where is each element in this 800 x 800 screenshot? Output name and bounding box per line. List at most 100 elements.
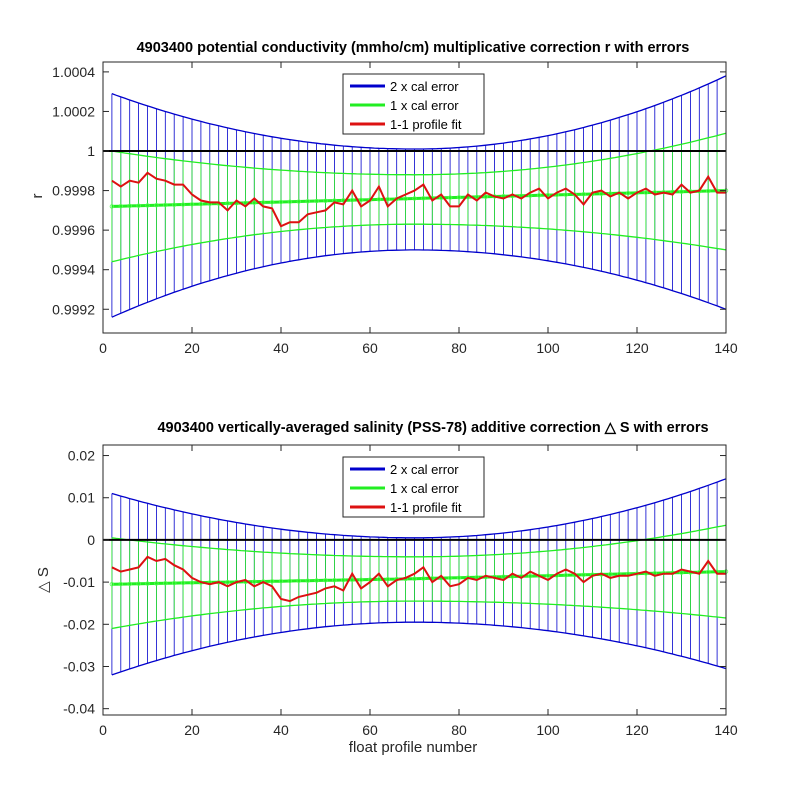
center-marker xyxy=(581,572,586,578)
y-tick-label: 0.9998 xyxy=(52,183,95,199)
center-marker xyxy=(198,201,204,207)
conductivity-correction-chart: 4903400 potential conductivity (mmho/cm)… xyxy=(29,40,738,356)
one-cal-lower-envelope xyxy=(111,223,727,263)
center-marker xyxy=(332,577,337,583)
y-tick-label: 1.0002 xyxy=(52,103,95,119)
y-tick-label: 1.0004 xyxy=(52,64,95,80)
center-marker xyxy=(385,577,390,582)
center-marker xyxy=(403,196,408,201)
x-tick-label: 80 xyxy=(451,722,467,738)
two-cal-lower-envelope xyxy=(111,621,727,676)
center-marker xyxy=(296,578,301,584)
center-marker xyxy=(358,197,364,203)
center-marker xyxy=(287,199,293,204)
center-marker xyxy=(243,200,248,206)
center-marker xyxy=(421,576,426,581)
center-marker xyxy=(171,202,177,207)
center-marker xyxy=(341,577,346,583)
center-marker xyxy=(323,198,328,204)
center-marker xyxy=(323,578,328,583)
one-cal-center-line xyxy=(111,189,727,208)
center-marker xyxy=(679,570,684,575)
legend-entry: 1 x cal error xyxy=(390,98,459,113)
salinity-correction-chart: 4903400 vertically-averaged salinity (PS… xyxy=(35,420,738,756)
chart-title: 4903400 potential conductivity (mmho/cm)… xyxy=(137,40,690,56)
y-tick-label: 0.9996 xyxy=(52,222,95,238)
center-marker xyxy=(109,204,115,209)
center-marker xyxy=(145,581,150,586)
center-marker xyxy=(599,191,604,196)
center-marker xyxy=(189,580,195,585)
y-tick-label: -0.03 xyxy=(63,658,95,674)
y-axis-label: r xyxy=(29,194,46,199)
center-marker xyxy=(706,188,711,194)
y-axis-label: △ S xyxy=(35,567,52,593)
legend-entry: 2 x cal error xyxy=(390,79,459,94)
center-marker xyxy=(163,202,168,208)
center-marker xyxy=(483,194,488,199)
center-marker xyxy=(643,190,649,195)
x-tick-label: 100 xyxy=(536,340,560,356)
profile-fit-line xyxy=(111,171,726,228)
center-marker xyxy=(447,575,453,581)
center-marker xyxy=(180,580,186,586)
center-marker xyxy=(314,578,319,583)
center-marker xyxy=(350,197,355,203)
center-marker xyxy=(456,575,462,580)
center-marker xyxy=(118,581,123,587)
two-cal-upper-envelope xyxy=(111,478,727,539)
center-marker xyxy=(154,581,159,586)
center-marker xyxy=(269,200,275,205)
center-marker xyxy=(171,580,177,586)
center-marker xyxy=(706,569,711,575)
axes-box xyxy=(102,61,727,334)
x-tick-label: 40 xyxy=(273,340,289,356)
center-marker xyxy=(358,577,364,582)
one-cal-upper-envelope xyxy=(111,132,727,176)
x-tick-label: 40 xyxy=(273,722,289,738)
x-tick-label: 20 xyxy=(184,340,200,356)
x-tick-label: 80 xyxy=(451,340,467,356)
center-marker xyxy=(109,582,115,587)
center-marker xyxy=(447,195,453,200)
y-tick-label: 0 xyxy=(87,532,95,548)
x-tick-label: 60 xyxy=(362,722,378,738)
center-marker xyxy=(536,193,542,198)
y-tick-label: -0.04 xyxy=(63,701,95,717)
center-marker xyxy=(501,574,506,579)
one-cal-lower-envelope xyxy=(111,600,727,630)
center-marker xyxy=(136,581,141,586)
center-marker xyxy=(154,203,159,208)
x-tick-label: 100 xyxy=(536,722,560,738)
center-marker xyxy=(127,581,132,587)
legend-entry: 2 x cal error xyxy=(390,462,459,477)
center-marker xyxy=(127,203,132,209)
center-marker xyxy=(474,194,479,200)
x-tick-label: 0 xyxy=(99,722,107,738)
center-marker xyxy=(145,203,150,208)
center-marker xyxy=(563,192,568,197)
x-tick-label: 120 xyxy=(625,340,649,356)
chart-title: 4903400 vertically-averaged salinity (PS… xyxy=(157,420,708,436)
center-marker xyxy=(305,199,310,204)
y-tick-label: 0.9992 xyxy=(52,301,95,317)
legend-entry: 1-1 profile fit xyxy=(390,117,462,132)
center-marker xyxy=(163,581,168,586)
y-tick-label: -0.01 xyxy=(63,574,95,590)
two-cal-lower-envelope xyxy=(111,249,727,318)
center-marker xyxy=(314,198,319,204)
center-marker xyxy=(118,203,123,209)
y-tick-label: 0.9994 xyxy=(52,262,95,278)
center-marker xyxy=(679,189,684,194)
center-marker xyxy=(385,196,390,202)
center-marker xyxy=(261,200,266,205)
center-marker xyxy=(376,577,382,582)
center-marker xyxy=(296,199,301,204)
center-marker xyxy=(189,202,195,207)
x-axis-label: float profile number xyxy=(349,739,477,756)
legend-entry: 1 x cal error xyxy=(390,481,459,496)
center-marker xyxy=(225,579,230,585)
axes-box xyxy=(102,444,727,716)
center-marker xyxy=(545,573,551,578)
